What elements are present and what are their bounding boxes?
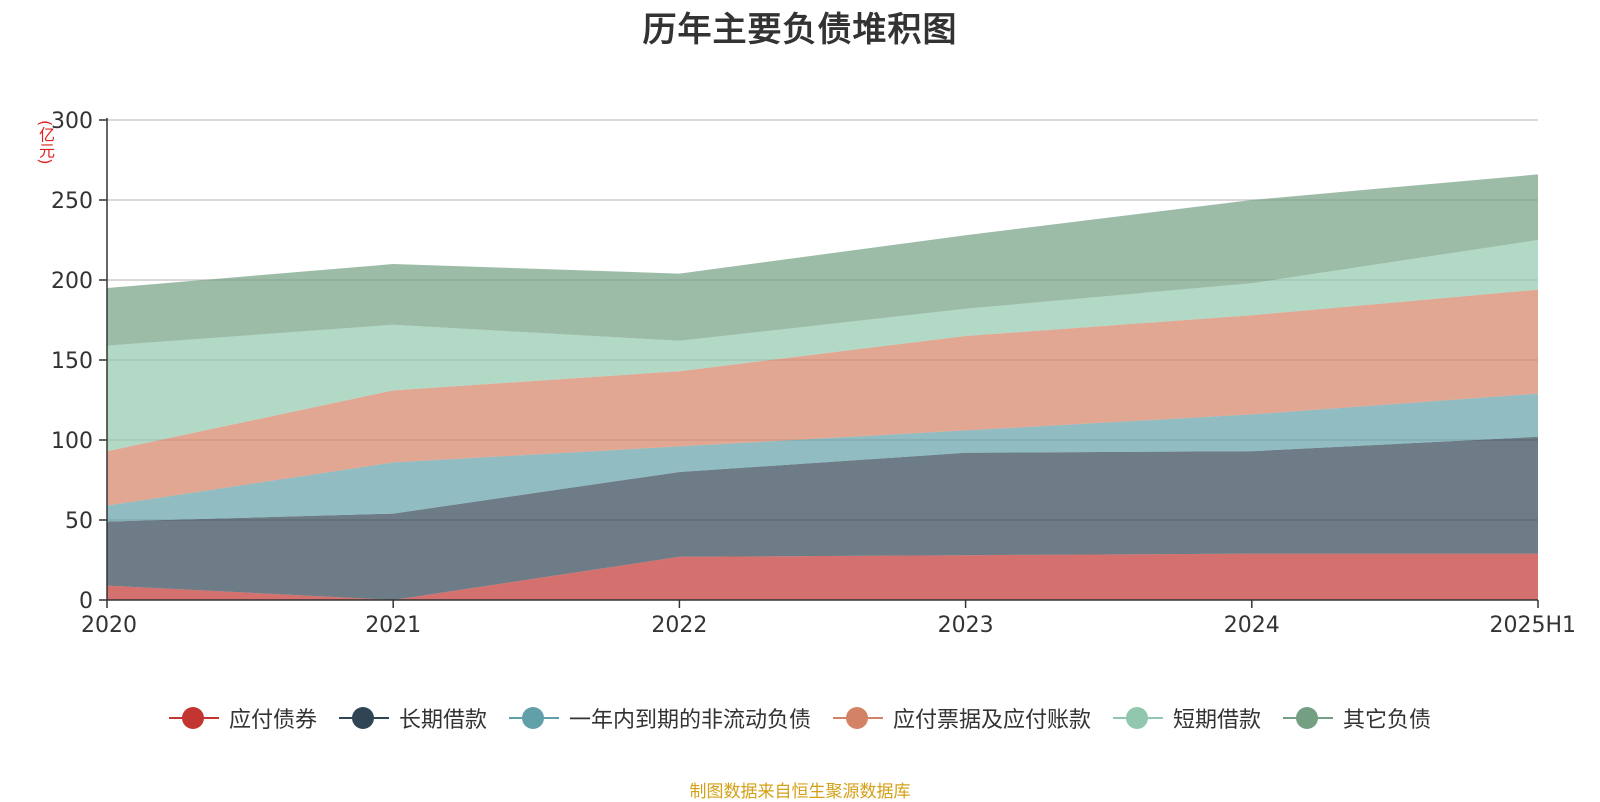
legend-item[interactable]: 一年内到期的非流动负债 [508,702,811,734]
legend-dot [521,707,544,729]
x-tick-label: 2023 [938,613,994,638]
x-tick-label: 2024 [1224,613,1280,638]
legend-marker-icon [1283,707,1334,729]
y-tick-label: 250 [51,189,93,214]
x-tick-label: 2025H1 [1489,613,1576,638]
y-tick-label: 300 [51,109,93,134]
legend-label: 其它负债 [1343,708,1432,733]
legend-marker-icon [1113,707,1164,729]
legend-marker-icon [833,707,883,729]
legend-item[interactable]: 其它负债 [1283,702,1431,734]
source-note: 制图数据来自恒生聚源数据库 [689,782,911,802]
y-tick-label: 0 [79,589,93,614]
area-series [107,174,1538,600]
x-tick-label: 2022 [651,613,707,638]
y-axis-unit-label: (亿元) [36,120,55,165]
legend-item[interactable]: 应付债券 [168,702,317,734]
area-series-一年内到期的非流动负债 [107,393,1538,522]
chart-legend: 应付债券 长期借款 一年内到期的非流动负债 应付票据及应付账款 短期借款 其它负债 [0,702,1600,734]
legend-item[interactable]: 短期借款 [1113,702,1261,734]
y-tick-label: 200 [51,269,93,294]
chart-title: 历年主要负债堆积图 [642,10,958,50]
legend-label: 短期借款 [1173,708,1262,733]
area-series-长期借款 [107,436,1538,600]
legend-dot [1126,707,1149,729]
legend-label: 长期借款 [398,708,487,733]
legend-marker-icon [508,707,559,729]
y-tick-label: 50 [65,509,93,534]
legend-marker-icon [338,707,389,729]
legend-dot [351,707,374,729]
legend-label: 应付债券 [228,708,317,733]
legend-label: 一年内到期的非流动负债 [568,708,811,733]
area-series-短期借款 [107,240,1538,452]
y-tick-label: 150 [51,349,93,374]
area-series-其它负债 [107,174,1538,346]
legend-dot [1296,707,1319,729]
x-tick-label: 2020 [81,613,137,638]
legend-item[interactable]: 长期借款 [338,702,487,734]
legend-item[interactable]: 应付票据及应付账款 [833,702,1091,734]
legend-dot [181,707,204,729]
x-tick-label: 2021 [365,613,421,638]
area-series-应付债券 [107,553,1538,600]
legend-label: 应付票据及应付账款 [893,708,1092,733]
axes: 0 50 100 150 200 250 300 2020 2021 2022 2023 2024 20… [51,109,1576,638]
area-series-应付票据及应付账款 [107,289,1538,506]
legend-dot [846,707,868,729]
y-tick-label: 100 [51,429,93,454]
legend-marker-icon [168,707,219,729]
